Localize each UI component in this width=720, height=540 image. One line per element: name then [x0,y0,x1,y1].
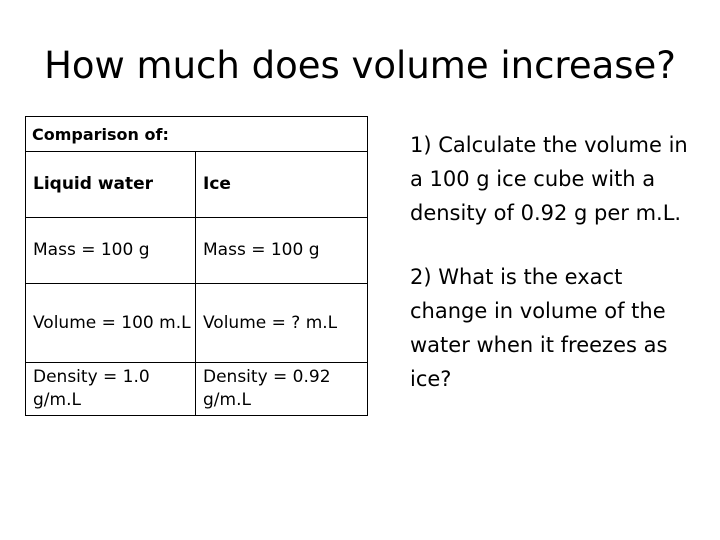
comparison-table: Comparison of: Liquid water Ice Mass = 1… [24,116,369,416]
table-cell-water-volume: Volume = 100 m.L [25,283,196,363]
table-cell-ice-volume: Volume = ? m.L [194,283,369,363]
table-cell-liquid-water: Liquid water [25,151,196,218]
table-cell-water-mass: Mass = 100 g [25,217,196,284]
question-list: 1) Calculate the volume in a 100 g ice c… [410,128,700,396]
table-header-row: Comparison of: [24,116,369,152]
table-row: Volume = 100 m.L Volume = ? m.L [25,283,369,363]
table-row: Density = 1.0 g/m.L Density = 0.92 g/m.L [25,362,369,416]
table-header-cell: Comparison of: [24,116,369,152]
question-2: 2) What is the exact change in volume of… [410,265,668,391]
slide-title: How much does volume increase? [44,44,676,87]
table-row: Liquid water Ice [25,151,369,218]
table-cell-ice: Ice [194,151,369,218]
table-cell-water-density: Density = 1.0 g/m.L [25,362,196,416]
question-1: 1) Calculate the volume in a 100 g ice c… [410,133,688,225]
table-row: Mass = 100 g Mass = 100 g [25,217,369,284]
table-cell-ice-density: Density = 0.92 g/m.L [194,362,369,416]
table-cell-ice-mass: Mass = 100 g [194,217,369,284]
